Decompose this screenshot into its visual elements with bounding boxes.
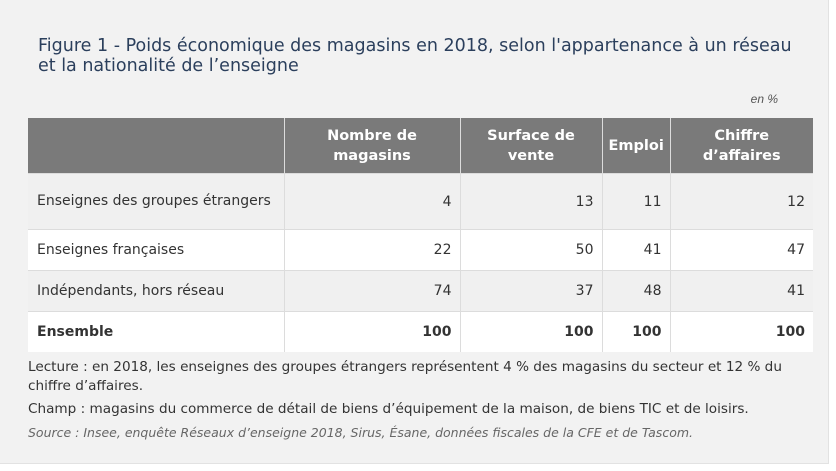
figure-panel: Figure 1 - Poids économique des magasins… bbox=[0, 0, 829, 464]
table-row-total: Ensemble 100 100 100 100 bbox=[28, 311, 813, 352]
cell-nombre-magasins: 4 bbox=[284, 173, 461, 230]
header-empty bbox=[28, 118, 285, 174]
cell-emploi: 100 bbox=[602, 311, 671, 352]
row-label: Indépendants, hors réseau bbox=[28, 270, 285, 312]
note-champ: Champ : magasins du commerce de détail d… bbox=[28, 401, 749, 417]
figure-notes: Lecture : en 2018, les enseignes des gro… bbox=[28, 358, 808, 446]
data-table: Nombre de magasins Surface de vente Empl… bbox=[28, 118, 813, 352]
cell-surface-vente: 100 bbox=[460, 311, 603, 352]
row-label: Enseignes des groupes étrangers bbox=[28, 173, 285, 230]
row-label: Ensemble bbox=[28, 311, 285, 352]
cell-emploi: 48 bbox=[602, 270, 671, 312]
table-row: Indépendants, hors réseau 74 37 48 41 bbox=[28, 270, 813, 312]
header-nombre-magasins: Nombre de magasins bbox=[284, 118, 461, 174]
cell-chiffre-affaires: 12 bbox=[670, 173, 813, 230]
table-row: Enseignes françaises 22 50 41 47 bbox=[28, 229, 813, 271]
table-row: Enseignes des groupes étrangers 4 13 11 … bbox=[28, 173, 813, 230]
cell-chiffre-affaires: 41 bbox=[670, 270, 813, 312]
cell-nombre-magasins: 74 bbox=[284, 270, 461, 312]
unit-label: en % bbox=[750, 92, 778, 106]
cell-chiffre-affaires: 100 bbox=[670, 311, 813, 352]
note-lecture: Lecture : en 2018, les enseignes des gro… bbox=[28, 359, 782, 394]
cell-emploi: 11 bbox=[602, 173, 671, 230]
note-source: Source : Insee, enquête Réseaux d’enseig… bbox=[28, 425, 693, 440]
header-emploi: Emploi bbox=[602, 118, 671, 174]
figure-title: Figure 1 - Poids économique des magasins… bbox=[38, 36, 792, 76]
cell-chiffre-affaires: 47 bbox=[670, 229, 813, 271]
cell-surface-vente: 13 bbox=[460, 173, 603, 230]
header-chiffre-affaires: Chiffre d’affaires bbox=[670, 118, 813, 174]
cell-nombre-magasins: 22 bbox=[284, 229, 461, 271]
cell-surface-vente: 50 bbox=[460, 229, 603, 271]
cell-surface-vente: 37 bbox=[460, 270, 603, 312]
row-label: Enseignes françaises bbox=[28, 229, 285, 271]
cell-emploi: 41 bbox=[602, 229, 671, 271]
table-header-row: Nombre de magasins Surface de vente Empl… bbox=[28, 118, 813, 174]
header-surface-vente: Surface de vente bbox=[460, 118, 603, 174]
cell-nombre-magasins: 100 bbox=[284, 311, 461, 352]
